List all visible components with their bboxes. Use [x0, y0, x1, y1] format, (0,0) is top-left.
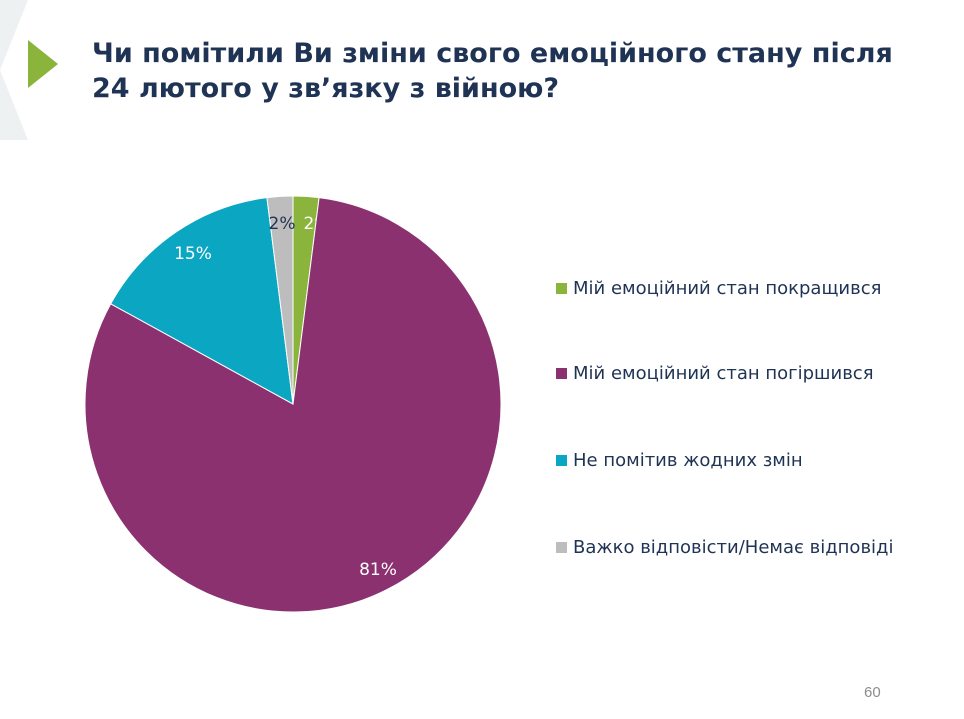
slide-title: Чи помітили Ви зміни свого емоційного ст…	[92, 38, 893, 104]
legend-swatch-worsened	[556, 367, 567, 379]
legend-label-worsened: Мій емоційний стан погіршився	[573, 362, 874, 384]
data-label-worsened: 81%	[359, 560, 397, 580]
pie-slice-no-change	[110, 197, 294, 405]
pie-slice-worsened	[84, 197, 502, 613]
legend-label-improved: Мій емоційний стан покращився	[573, 277, 882, 299]
data-label-no-answer: 2%	[269, 214, 296, 234]
legend-label-no-change: Не помітив жодних змін	[573, 449, 803, 471]
legend-swatch-no-answer	[556, 541, 567, 553]
legend-item-no-answer: Важко відповісти/Немає відповіді	[556, 535, 894, 559]
legend-item-no-change: Не помітив жодних змін	[556, 448, 803, 472]
legend-item-improved: Мій емоційний стан покращився	[556, 276, 881, 300]
corner-triangle-decoration	[0, 0, 58, 140]
legend-swatch-no-change	[556, 454, 567, 466]
legend-item-worsened: Мій емоційний стан погіршився	[556, 361, 874, 385]
page-number: 60	[864, 684, 881, 701]
green-arrow-icon	[28, 40, 58, 88]
data-label-no-change: 15%	[174, 244, 212, 264]
legend-label-no-answer: Важко відповісти/Немає відповіді	[573, 536, 894, 558]
pie-slice-no-answer	[266, 195, 294, 405]
legend-swatch-improved	[556, 282, 567, 294]
